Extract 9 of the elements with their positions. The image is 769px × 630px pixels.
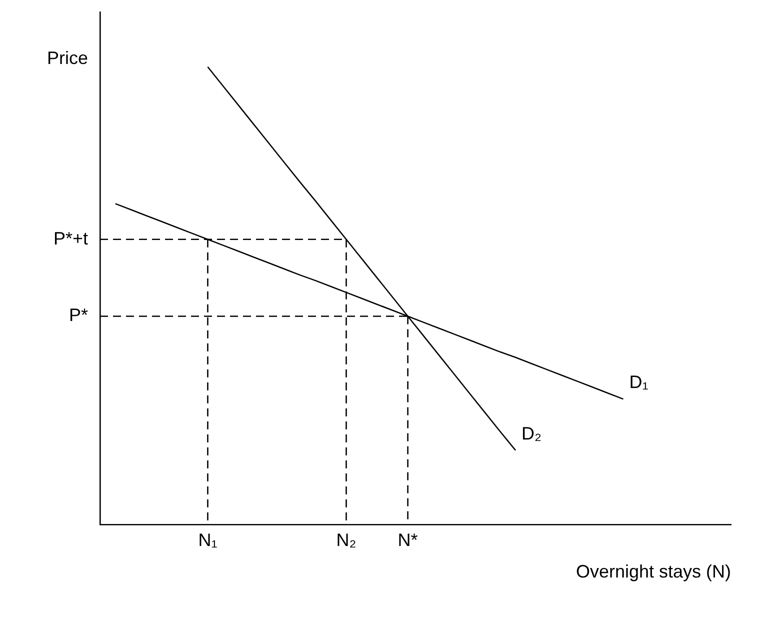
x-tick-label: N* (398, 530, 418, 550)
x-tick-label: N₂ (336, 530, 356, 550)
series-label: P* (68, 305, 88, 326)
x-axis-title: Overnight stays (N) (576, 561, 732, 582)
series-label: P*+t (53, 228, 88, 248)
series-label: D₁ (629, 372, 648, 392)
x-tick-label: N₁ (198, 530, 218, 550)
series-label: D₂ (522, 423, 542, 444)
y-axis-title: Price (46, 48, 88, 68)
